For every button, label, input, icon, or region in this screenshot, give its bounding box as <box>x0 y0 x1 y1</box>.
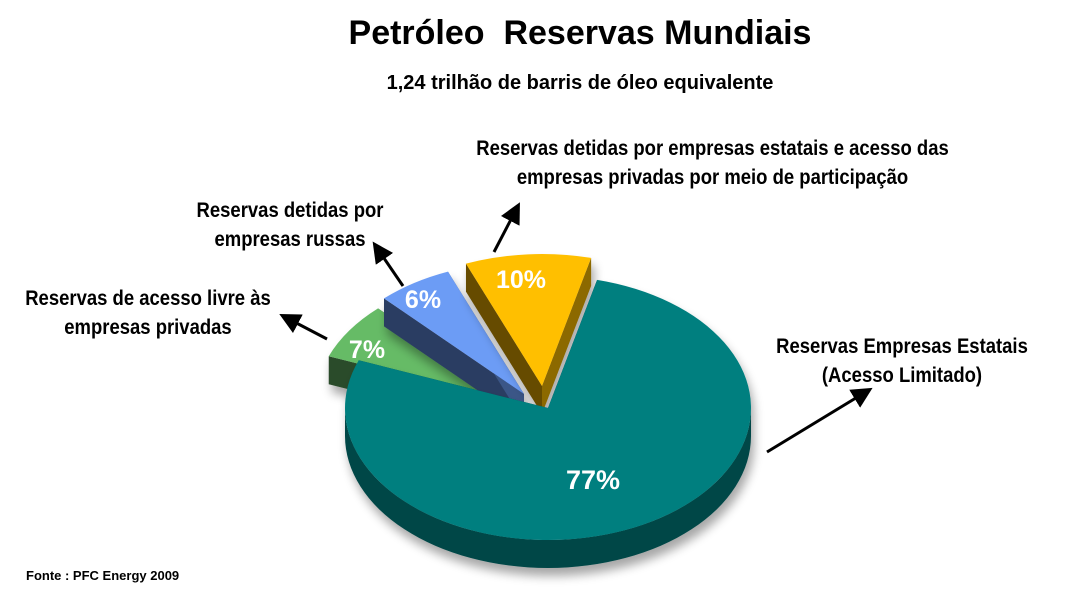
arrow-russas <box>372 241 405 287</box>
pie-slice-3-wall <box>384 298 524 422</box>
pie-slice-3 <box>384 271 524 422</box>
arrow-livre <box>279 314 328 341</box>
pie-slice-4 <box>465 254 592 414</box>
pie-slice-1-top <box>345 279 752 540</box>
pie-value-label-3: 6% <box>405 286 441 314</box>
pie-slice-1-rim <box>345 408 751 568</box>
pie-slice-4-wall <box>465 263 542 414</box>
arrow-estatais <box>766 387 873 454</box>
pie-value-label-4: 10% <box>496 266 546 294</box>
source-note: Fonte : PFC Energy 2009 <box>26 568 180 583</box>
label-livre-line1: Reservas de acesso livre às <box>25 287 271 310</box>
label-participacao-line2: empresas privadas por meio de participaç… <box>516 166 909 189</box>
pie-slice-3-top <box>384 271 524 394</box>
label-estatais: Reservas Empresas Estatais (Acesso Limit… <box>770 332 1034 390</box>
pie-value-label-1: 77% <box>566 465 620 495</box>
label-russas: Reservas detidas por empresas russas <box>184 196 395 254</box>
label-livre: Reservas de acesso livre às empresas pri… <box>18 284 278 342</box>
pie-slice-4-top <box>465 254 592 386</box>
chart-subtitle: 1,24 trilhão de barris de óleo equivalen… <box>386 72 774 94</box>
pie-value-label-2: 7% <box>349 336 385 364</box>
arrow-participacao <box>492 202 520 253</box>
label-russas-line1: Reservas detidas por <box>196 199 384 222</box>
label-livre-line2: empresas privadas <box>64 316 232 339</box>
label-russas-line2: empresas russas <box>214 228 366 251</box>
label-estatais-line1: Reservas Empresas Estatais <box>776 335 1028 358</box>
label-participacao: Reservas detidas por empresas estatais e… <box>473 134 953 192</box>
pie-slice-4-wall <box>542 257 592 414</box>
pie-slice-1 <box>345 279 752 568</box>
label-participacao-line1: Reservas detidas por empresas estatais e… <box>476 137 949 160</box>
label-estatais-line2: (Acesso Limitado) <box>821 364 983 387</box>
chart-title: Petróleo Reservas Mundiais <box>348 14 812 52</box>
